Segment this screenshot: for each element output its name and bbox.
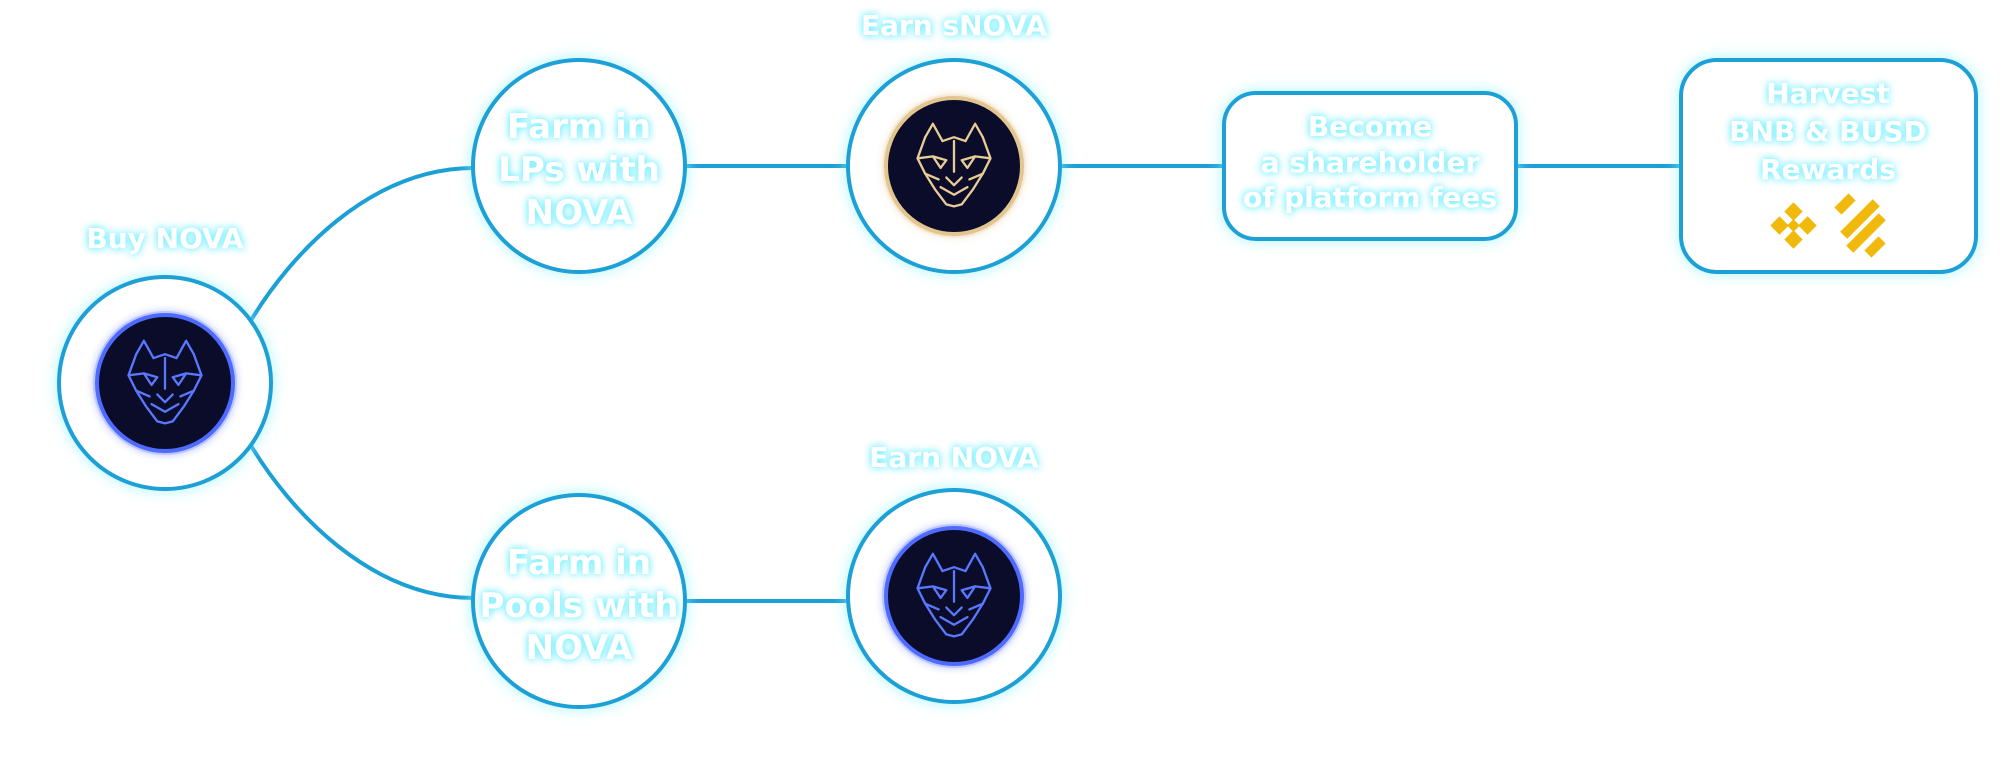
- node-label-earn-nova: Earn NOVA: [869, 441, 1039, 474]
- node-earn-nova: Earn NOVA: [846, 441, 1062, 704]
- node-shareholder: Become a shareholder of platform fees: [1222, 91, 1518, 241]
- shareholder-line-3: of platform fees: [1243, 181, 1497, 214]
- harvest-line-2: BNB & BUSD: [1729, 115, 1927, 148]
- node-ring-farm-pools: [471, 493, 687, 709]
- node-farm-pools: Farm in Pools with NOVA: [471, 493, 687, 709]
- farm-lps-line-3: NOVA: [526, 193, 633, 233]
- connector-buy-to-farm-lps: [248, 166, 475, 324]
- nova-wolf-icon: [882, 524, 1026, 668]
- shareholder-line-2: a shareholder: [1261, 146, 1480, 179]
- node-buy-nova: Buy NOVA: [57, 222, 273, 491]
- farm-lps-line-1: Farm in: [507, 107, 651, 147]
- node-farm-lps: Farm in LPs with NOVA: [471, 58, 687, 274]
- farm-pools-line-2: Pools with: [480, 586, 679, 626]
- harvest-line-3: Rewards: [1760, 153, 1896, 186]
- snova-wolf-icon: [882, 94, 1026, 238]
- node-label-earn-snova: Earn sNOVA: [861, 9, 1047, 42]
- farm-pools-line-3: NOVA: [526, 628, 633, 668]
- connector-buy-to-farm-pools: [248, 442, 475, 600]
- node-box-shareholder: [1222, 91, 1518, 241]
- nova-wolf-icon: [93, 311, 237, 455]
- harvest-line-1: Harvest: [1766, 77, 1889, 110]
- node-label-buy-nova: Buy NOVA: [86, 222, 244, 255]
- farm-pools-line-1: Farm in: [507, 543, 651, 583]
- node-ring-farm-lps: [471, 58, 687, 274]
- busd-icon: [1834, 193, 1886, 258]
- node-harvest: Harvest BNB & BUSD Rewards: [1679, 58, 1978, 274]
- node-earn-snova: Earn sNOVA: [846, 9, 1062, 274]
- shareholder-line-1: Become: [1308, 110, 1432, 143]
- bnb-icon: [1770, 202, 1817, 249]
- node-box-harvest: [1679, 58, 1978, 274]
- farm-lps-line-2: LPs with: [498, 150, 660, 190]
